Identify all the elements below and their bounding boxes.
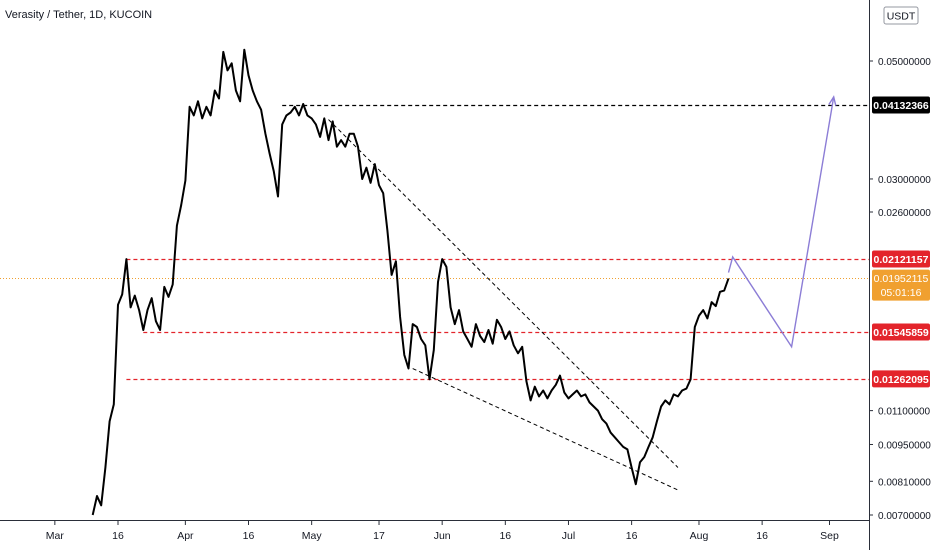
projection-path[interactable] xyxy=(727,96,835,349)
levels-layer xyxy=(0,104,869,381)
level-price-tag-2-text: 0.01545859 xyxy=(873,327,929,339)
series-layer xyxy=(91,48,730,516)
trendline-0[interactable] xyxy=(328,119,679,468)
y-tick-label-1: 0.03000000 xyxy=(878,175,931,186)
price-axis[interactable]: 0.05000000 0.03000000 0.02600000 0.01100000… xyxy=(869,57,931,522)
chart-title: Verasity / Tether, 1D, KUCOIN xyxy=(5,9,153,21)
currency-badge[interactable]: USDT xyxy=(883,6,919,25)
x-tick-label-12: Sep xyxy=(820,530,839,542)
level-price-tag-1-box xyxy=(872,250,930,268)
last-price-tag-box xyxy=(872,269,930,301)
x-tick-label-0: Mar xyxy=(46,530,65,542)
y-tick-label-5: 0.00810000 xyxy=(878,477,931,488)
currency-badge-box xyxy=(883,6,919,25)
x-tick-label-1: 16 xyxy=(112,530,124,542)
x-tick-label-7: 16 xyxy=(499,530,511,542)
price-line-series-0[interactable] xyxy=(91,48,730,516)
y-tick-label-2: 0.02600000 xyxy=(878,208,931,219)
y-tick-label-6: 0.00700000 xyxy=(878,511,931,522)
level-price-tag-0-box xyxy=(872,96,930,114)
last-price-tag-text: 0.01952115 xyxy=(874,273,929,285)
x-tick-label-5: 17 xyxy=(373,530,385,542)
x-tick-label-4: May xyxy=(302,530,323,542)
level-price-tag-0-text: 0.04132366 xyxy=(873,100,929,112)
time-axis[interactable]: Mar 16 Apr 16 May 17 Jun 16 Jul 16 Aug 16 Sep xyxy=(46,520,839,542)
x-tick-label-9: 16 xyxy=(626,530,638,542)
y-tick-label-0: 0.05000000 xyxy=(878,57,931,68)
projection-layer xyxy=(727,95,837,349)
x-tick-label-8: Jul xyxy=(562,530,575,542)
level-price-tag-3-text: 0.01262095 xyxy=(873,374,929,386)
x-tick-label-3: 16 xyxy=(243,530,255,542)
projection-arrowhead xyxy=(828,95,837,106)
level-price-tag-3-box xyxy=(872,370,930,388)
trendlines-layer xyxy=(328,119,679,491)
y-tick-label-3: 0.01100000 xyxy=(878,407,931,418)
price-labels-layer: 0.04132366 0.02121157 0.01545859 0.01262095… xyxy=(872,96,930,388)
y-tick-label-4: 0.00950000 xyxy=(878,440,931,451)
countdown-text: 05:01:16 xyxy=(881,287,922,299)
x-tick-label-11: 16 xyxy=(756,530,768,542)
currency-badge-label: USDT xyxy=(887,11,916,23)
level-price-tag-2-box xyxy=(872,323,930,341)
level-price-tag-1-text: 0.02121157 xyxy=(874,254,929,266)
x-tick-label-6: Jun xyxy=(434,530,451,542)
x-tick-label-10: Aug xyxy=(690,530,709,542)
x-tick-label-2: Apr xyxy=(177,530,194,542)
